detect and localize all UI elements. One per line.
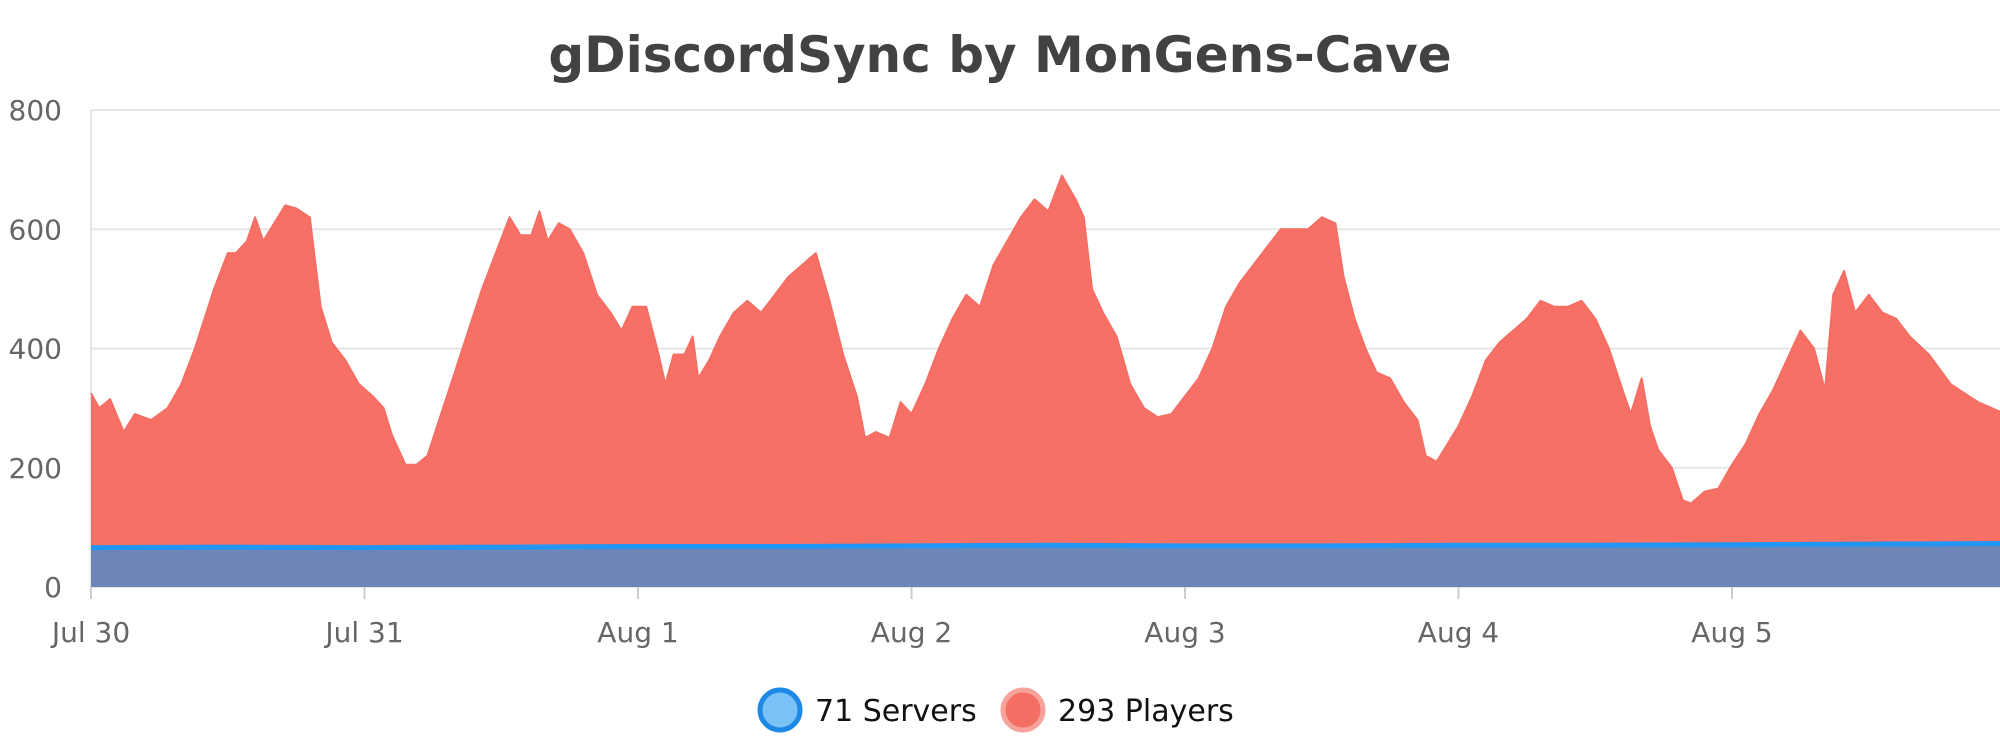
x-tick-label: Aug 5	[1691, 616, 1772, 649]
series-players	[90, 174, 2000, 587]
x-tick-label: Aug 3	[1144, 616, 1225, 649]
series-servers	[90, 541, 2000, 587]
legend-item-servers[interactable]: 71 Servers	[757, 687, 977, 733]
legend-item-players[interactable]: 293 Players	[1000, 687, 1234, 733]
y-tick-label: 400	[9, 333, 62, 366]
legend-label: 71 Servers	[815, 694, 977, 729]
y-tick-label: 0	[44, 571, 62, 604]
x-tick-label: Aug 2	[871, 616, 952, 649]
legend-marker	[757, 687, 803, 733]
legend-label: 293 Players	[1058, 694, 1234, 729]
x-axis: Jul 30 Jul 31 Aug 1 Aug 2 Aug 3 Aug 4 Aug 5	[50, 587, 1773, 649]
y-tick-label: 200	[9, 452, 62, 485]
y-axis: 0 200 400 600 800	[9, 94, 92, 604]
servers-line	[90, 541, 2000, 551]
y-tick-label: 600	[9, 213, 62, 246]
x-tick-label: Aug 1	[597, 616, 678, 649]
x-tick-label: Aug 4	[1418, 616, 1499, 649]
players-line	[90, 174, 2000, 505]
y-tick-label: 800	[9, 94, 62, 127]
x-tick-label: Jul 31	[323, 616, 403, 649]
servers-area	[91, 543, 2000, 587]
legend[interactable]: 71 Servers 293 Players	[757, 687, 1234, 733]
series-layer	[90, 174, 2000, 587]
players-area	[91, 175, 2000, 587]
x-tick-label: Jul 30	[50, 616, 130, 649]
chart-title: gDiscordSync by MonGens-Cave	[548, 26, 1451, 84]
legend-marker	[1000, 687, 1046, 733]
